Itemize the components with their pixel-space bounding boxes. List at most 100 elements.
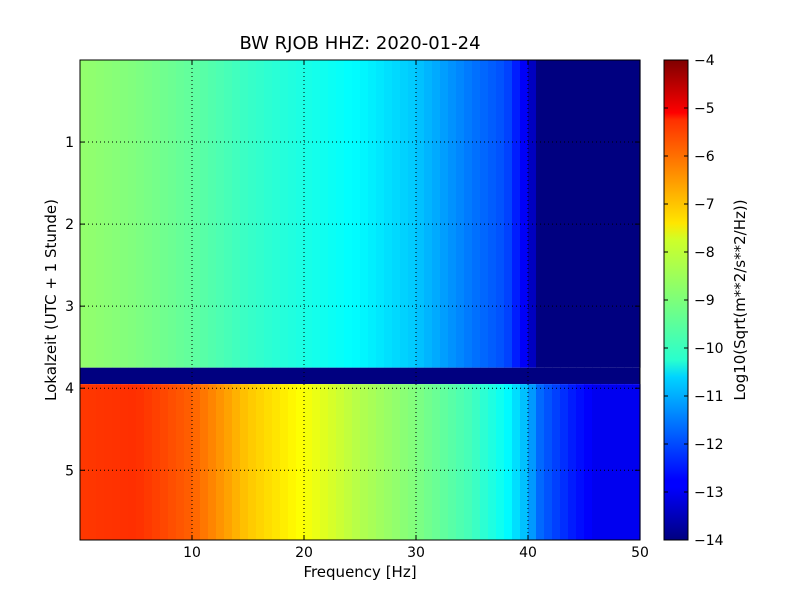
- heatmap-cell: [136, 384, 145, 540]
- heatmap-cell: [424, 60, 433, 368]
- colorbar-tick-label: −10: [694, 341, 724, 357]
- heatmap-cell: [112, 60, 121, 368]
- heatmap-cell: [480, 384, 489, 540]
- heatmap-cell: [296, 384, 305, 540]
- heatmap-cell: [472, 60, 481, 368]
- heatmap-cell: [184, 60, 193, 368]
- heatmap-cell: [328, 384, 337, 540]
- colorbar-tick-label: −7: [694, 197, 715, 213]
- heatmap-cell: [88, 384, 97, 540]
- heatmap-cell: [624, 60, 633, 368]
- heatmap-cell: [504, 384, 513, 540]
- heatmap-cell: [336, 60, 345, 368]
- heatmap-cell: [312, 60, 321, 368]
- heatmap-cell: [384, 60, 393, 368]
- heatmap-cell: [560, 60, 569, 368]
- heatmap-cell: [560, 384, 569, 540]
- heatmap-cell: [576, 384, 585, 540]
- heatmap-cell: [160, 60, 169, 368]
- heatmap-cell: [368, 60, 377, 368]
- colorbar-tick-label: −6: [694, 149, 715, 165]
- heatmap-band-before-gap: [80, 60, 641, 368]
- heatmap-cell: [456, 384, 465, 540]
- x-tick-label: 50: [631, 545, 649, 561]
- heatmap-cell: [144, 60, 153, 368]
- y-tick-label: 2: [65, 217, 74, 233]
- heatmap-cell: [232, 60, 241, 368]
- heatmap-cell: [208, 384, 217, 540]
- heatmap-cell: [528, 384, 537, 540]
- heatmap-cell: [616, 60, 625, 368]
- colorbar-tick-label: −11: [694, 389, 724, 405]
- heatmap-area: [80, 60, 641, 540]
- heatmap-cell: [440, 384, 449, 540]
- heatmap-cell: [296, 60, 305, 368]
- heatmap-cell: [272, 60, 281, 368]
- heatmap-cell: [360, 384, 369, 540]
- heatmap-cell: [344, 60, 353, 368]
- y-tick-label: 5: [65, 463, 74, 479]
- heatmap-cell: [288, 60, 297, 368]
- heatmap-cell: [592, 60, 601, 368]
- y-tick-label: 1: [65, 135, 74, 151]
- heatmap-cell: [360, 60, 369, 368]
- heatmap-cell: [544, 60, 553, 368]
- heatmap-cell: [520, 384, 529, 540]
- heatmap-cell: [272, 384, 281, 540]
- heatmap-cell: [392, 384, 401, 540]
- heatmap-cell: [192, 60, 201, 368]
- colorbar-tick-label: −14: [694, 533, 724, 549]
- heatmap-cell: [504, 60, 513, 368]
- heatmap-cell: [264, 60, 273, 368]
- x-tick-label: 20: [295, 545, 313, 561]
- heatmap-cell: [104, 384, 113, 540]
- colorbar-tick-label: −4: [694, 53, 715, 69]
- heatmap-cell: [576, 60, 585, 368]
- x-tick-label: 40: [519, 545, 537, 561]
- heatmap-cell: [552, 384, 561, 540]
- y-axis-label: Lokalzeit (UTC + 1 Stunde): [42, 199, 60, 401]
- heatmap-cell: [400, 384, 409, 540]
- heatmap-cell: [496, 384, 505, 540]
- x-axis-label: Frequency [Hz]: [303, 563, 416, 581]
- heatmap-cell: [192, 384, 201, 540]
- heatmap-cell: [408, 60, 417, 368]
- heatmap-cell: [416, 384, 425, 540]
- heatmap-cell: [304, 60, 313, 368]
- colorbar-tick-label: −8: [694, 245, 715, 261]
- heatmap-cell: [344, 384, 353, 540]
- y-tick-label: 3: [65, 299, 74, 315]
- heatmap-cell: [104, 60, 113, 368]
- heatmap-cell: [168, 60, 177, 368]
- heatmap-cell: [448, 60, 457, 368]
- heatmap-cell: [432, 384, 441, 540]
- heatmap-cell: [496, 60, 505, 368]
- heatmap-cell: [120, 60, 129, 368]
- x-axis-ticks: 10 20 30 40 50: [183, 60, 649, 561]
- heatmap-cell: [176, 60, 185, 368]
- heatmap-cell: [88, 60, 97, 368]
- heatmap-cell: [464, 60, 473, 368]
- heatmap-cell: [424, 384, 433, 540]
- heatmap-cell: [320, 60, 329, 368]
- colorbar-tick-label: −9: [694, 293, 715, 309]
- heatmap-cell: [600, 60, 609, 368]
- heatmap-cell: [96, 384, 105, 540]
- heatmap-cell: [456, 60, 465, 368]
- heatmap-cell: [312, 384, 321, 540]
- heatmap-cell: [264, 384, 273, 540]
- x-tick-label: 10: [183, 545, 201, 561]
- heatmap-cell: [520, 60, 529, 368]
- heatmap-cell: [152, 60, 161, 368]
- heatmap-cell: [160, 384, 169, 540]
- heatmap-cell: [376, 60, 385, 368]
- heatmap-cell: [480, 60, 489, 368]
- heatmap-cell: [352, 60, 361, 368]
- heatmap-cell: [408, 384, 417, 540]
- heatmap-cell: [536, 60, 545, 368]
- heatmap-cell: [128, 60, 137, 368]
- heatmap-cell: [224, 60, 233, 368]
- heatmap-cell: [448, 384, 457, 540]
- heatmap-cell: [168, 384, 177, 540]
